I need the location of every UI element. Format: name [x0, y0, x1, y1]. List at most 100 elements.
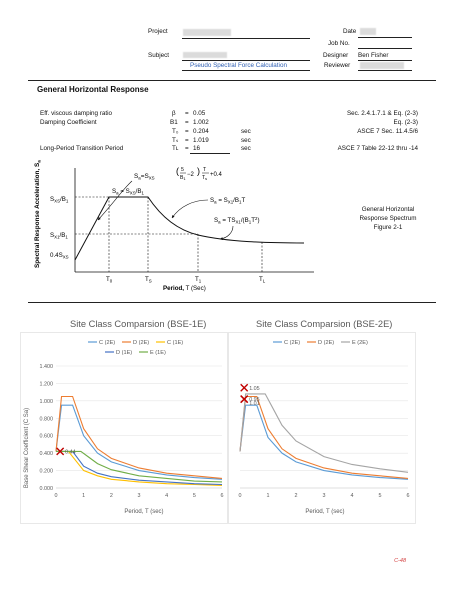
row-sym-tl: Tʟ — [172, 145, 179, 152]
chart1-xlabel: Period, T (sec) — [124, 509, 163, 515]
legend-entry: D (2E) — [318, 340, 334, 346]
spectrum-ylabel: Spectral Response Acceleration, Sa — [34, 160, 42, 268]
project-underline — [182, 38, 310, 39]
y-tick-label: 0.400 — [40, 451, 54, 457]
annotation-marker — [56, 447, 65, 456]
row-eq-1: = — [185, 119, 189, 126]
y-tick-label: 0.200 — [40, 469, 54, 475]
series-line-d-2e — [239, 395, 409, 479]
row-ref-2: ASCE 7 Sec. 11.4.5/6 — [357, 128, 418, 135]
row-eq-4: = — [185, 145, 189, 152]
row-val-t0: 0.204 — [193, 128, 209, 135]
y-tick-label: 0.000 — [40, 486, 54, 492]
row-unit-t0: sec — [241, 128, 251, 135]
x-tick-label: 2 — [110, 493, 113, 499]
x-tick-label: 4 — [351, 493, 354, 499]
eq-plateau: Sa = SXS/B1 — [112, 188, 145, 196]
sxs-04-label: 0.4SXS — [50, 252, 69, 260]
chart1: C (2E) D (2E) C (1E) D (1E) E (1E) 0.000 0.20… — [20, 332, 228, 524]
caption-line-2: Response Spectrum — [359, 215, 417, 222]
reviewer-label: Reviewer — [324, 62, 351, 69]
header-rule — [28, 80, 436, 81]
legend-entry: E (1E) — [150, 350, 166, 356]
eq-long-arrow — [219, 225, 234, 241]
annotation-marker — [240, 395, 249, 404]
page-number: C-48 — [394, 558, 406, 564]
chart1-title: Site Class Comparsion (BSE-1E) — [70, 319, 207, 329]
row-unit-ts: sec — [241, 137, 251, 144]
row-unit-tl: sec — [241, 145, 251, 152]
eq-ascending: Sa=SXS — [134, 173, 155, 181]
series-line-e-1e — [56, 450, 223, 483]
spectrum-curve — [74, 196, 305, 261]
section-bottom-rule — [28, 302, 436, 303]
chart1-ylabel: Base Shear Coefficient (C Sa) — [24, 408, 30, 488]
series-line-c-2e — [239, 404, 409, 480]
row-val-b1: 1.002 — [193, 119, 209, 126]
subject-underline-2 — [182, 70, 310, 71]
sxs-b1-label: SXS/B1 — [50, 196, 69, 204]
row-val-ts: 1.019 — [193, 137, 209, 144]
eq-minus-two: −2 — [187, 172, 195, 178]
chart1-frame — [20, 332, 228, 524]
row-sym-beta: β — [172, 110, 176, 117]
date-underline — [358, 37, 412, 38]
subject-label: Subject — [148, 52, 170, 59]
row-label-long-period: Long-Period Transition Period — [40, 145, 124, 152]
annotation-label: 0.44 — [65, 449, 76, 455]
eq-long-period: Sa = TSX1/(B1T2) — [214, 216, 260, 225]
caption-line-1: General Horizontal — [361, 206, 415, 213]
designer-underline — [358, 60, 412, 61]
subject-underline-1 — [182, 60, 310, 61]
y-tick-label: 1.000 — [40, 399, 54, 405]
project-value-redacted — [183, 29, 231, 36]
legend-entry: D (1E) — [116, 350, 132, 356]
chart2-title: Site Class Comparsion (BSE-2E) — [256, 319, 393, 329]
date-value-redacted — [360, 28, 376, 35]
job-label: Job No. — [328, 40, 350, 47]
chart2-legend: C (2E) D (2E) E (2E) — [273, 340, 368, 346]
legend-entry: C (2E) — [99, 340, 115, 346]
reviewer-underline — [358, 70, 412, 71]
chart1-y-ticks: 0.000 0.200 0.400 0.600 0.800 1.000 1.200 1.400 — [40, 364, 54, 492]
tl-label: TL — [259, 276, 266, 284]
row-label-damping-ratio: Eff. viscous damping ratio — [40, 110, 112, 117]
row-label-damping-coeff: Damping Coefficient — [40, 119, 97, 126]
chart2-series — [239, 393, 409, 480]
x-tick-label: 1 — [82, 493, 85, 499]
section-title: General Horizontal Response — [37, 85, 149, 94]
chart1-series — [55, 395, 223, 486]
t1-label: T1 — [195, 276, 202, 284]
legend-entry: D (2E) — [133, 340, 149, 346]
x-tick-label: 5 — [193, 493, 196, 499]
chart2-annotations: 1.05 0.951.01 — [240, 383, 260, 407]
row-eq-3: = — [185, 137, 189, 144]
chart2-x-ticks: 0 1 2 3 4 5 6 — [239, 493, 410, 499]
subject-value-redacted — [183, 52, 227, 58]
row-sym-b1: B1 — [170, 119, 178, 126]
chart1-annotations: 0.44 — [56, 447, 76, 456]
x-tick-label: 1 — [267, 493, 270, 499]
chart1-legend: C (2E) D (2E) C (1E) D (1E) E (1E) — [88, 340, 183, 356]
x-tick-label: 4 — [165, 493, 168, 499]
job-underline — [358, 48, 412, 49]
eq-descending: Sa = SX1/B1T — [210, 197, 245, 205]
row-eq-2: = — [185, 128, 189, 135]
eq-frac1-num: 5 — [181, 167, 184, 173]
subject-value: Pseudo Spectral Force Calculation — [190, 62, 287, 69]
x-tick-label: 0 — [239, 493, 242, 499]
annotation-label: 1.01 — [249, 401, 260, 407]
eq-paren-open: ( — [176, 166, 179, 176]
x-tick-label: 6 — [221, 493, 224, 499]
legend-entry: C (1E) — [167, 340, 183, 346]
eq-paren-close: ) — [197, 166, 200, 176]
eq-ascending-arrow — [97, 180, 133, 221]
t0-label: T0 — [106, 276, 113, 284]
y-tick-label: 1.200 — [40, 381, 54, 387]
eq-frac1-den: B1 — [180, 175, 186, 181]
x-tick-label: 0 — [55, 493, 58, 499]
response-spectrum-diagram: Spectral Response Acceleration, Sa SXS/B… — [34, 160, 314, 292]
legend-entry: C (2E) — [284, 340, 300, 346]
x-tick-label: 3 — [323, 493, 326, 499]
designer-value: Ben Fisher — [358, 52, 389, 59]
